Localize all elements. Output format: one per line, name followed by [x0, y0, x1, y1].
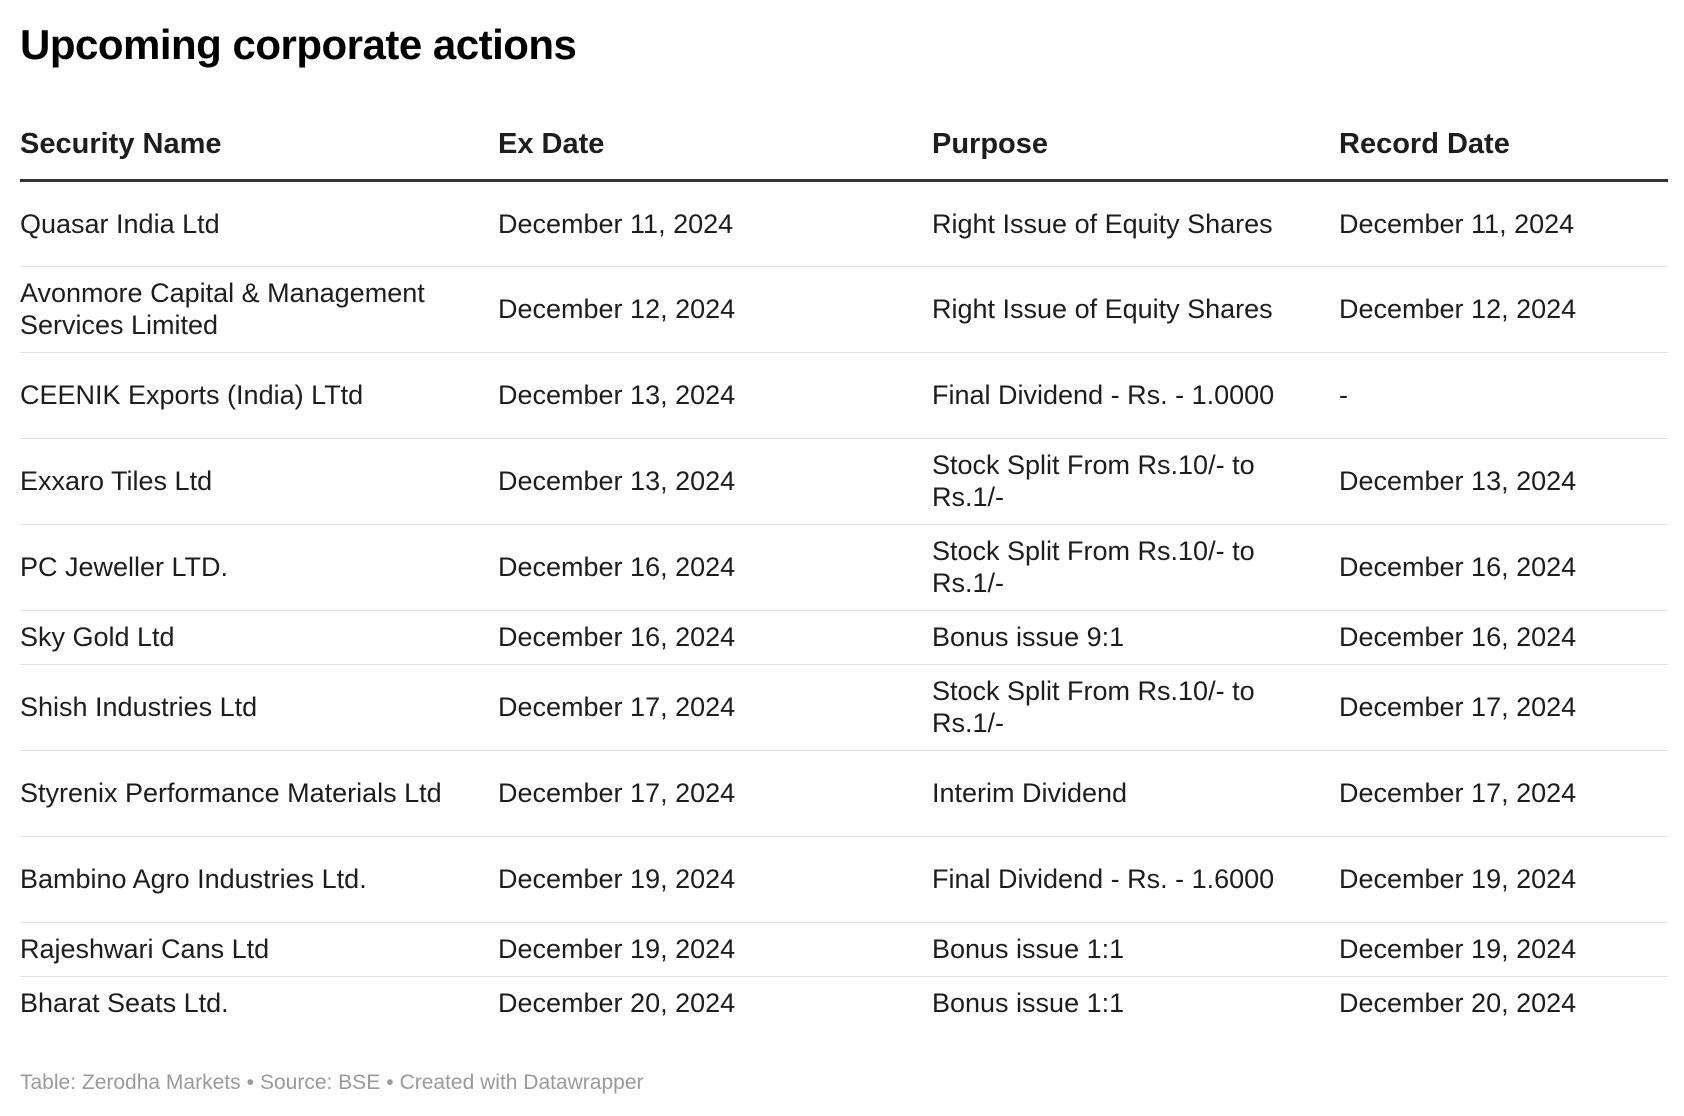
table-row: Bharat Seats Ltd. December 20, 2024 Bonu…: [20, 976, 1668, 1030]
cell-record-date: December 11, 2024: [1339, 180, 1668, 267]
cell-ex-date: December 16, 2024: [498, 524, 932, 611]
cell-purpose: Final Dividend - Rs. - 1.6000: [932, 836, 1339, 923]
cell-record-date: -: [1339, 352, 1668, 439]
table-row: PC Jeweller LTD. December 16, 2024 Stock…: [20, 524, 1668, 611]
table-row: Rajeshwari Cans Ltd December 19, 2024 Bo…: [20, 922, 1668, 977]
cell-ex-date: December 17, 2024: [498, 750, 932, 837]
cell-record-date: December 19, 2024: [1339, 922, 1668, 977]
cell-ex-date: December 13, 2024: [498, 438, 932, 525]
cell-record-date: December 20, 2024: [1339, 988, 1577, 1019]
footer-separator: •: [246, 1071, 254, 1094]
chart-title: Upcoming corporate actions: [20, 21, 577, 68]
table-row: Bambino Agro Industries Ltd. December 19…: [20, 836, 1668, 923]
cell-purpose: Interim Dividend: [932, 750, 1339, 837]
cell-record-date: December 16, 2024: [1339, 524, 1668, 611]
cell-security-name: Sky Gold Ltd: [20, 610, 498, 665]
cell-security-name: Avonmore Capital & Management Services L…: [20, 266, 498, 353]
cell-security-name: Styrenix Performance Materials Ltd: [20, 750, 498, 837]
cell-security-name: PC Jeweller LTD.: [20, 524, 498, 611]
table-row: Styrenix Performance Materials Ltd Decem…: [20, 750, 1668, 837]
column-header-purpose: Purpose: [932, 118, 1339, 182]
cell-ex-date: December 11, 2024: [498, 180, 932, 267]
cell-security-name: Exxaro Tiles Ltd: [20, 438, 498, 525]
table-row: Sky Gold Ltd December 16, 2024 Bonus iss…: [20, 610, 1668, 665]
cell-record-date: December 13, 2024: [1339, 438, 1668, 525]
chart-footer: Table: Zerodha Markets • Source: BSE • Creat…: [20, 1071, 644, 1095]
footer-source: Source: BSE: [259, 1071, 381, 1094]
corporate-actions-table: Security Name Ex Date Purpose Record Dat…: [20, 118, 1668, 1030]
cell-record-date: December 12, 2024: [1339, 266, 1668, 353]
footer-separator: •: [386, 1071, 394, 1094]
cell-record-date: December 17, 2024: [1339, 750, 1668, 837]
cell-purpose: Right Issue of Equity Shares: [932, 180, 1339, 267]
cell-ex-date: December 16, 2024: [498, 610, 932, 665]
cell-purpose: Stock Split From Rs.10/- to Rs.1/-: [932, 524, 1339, 611]
cell-ex-date: December 13, 2024: [498, 352, 932, 439]
table-row: Quasar India Ltd December 11, 2024 Right…: [20, 180, 1668, 267]
column-header-ex-date: Ex Date: [498, 118, 932, 182]
cell-purpose: Bonus issue 1:1: [932, 988, 1125, 1019]
footer-credit: Created with Datawrapper: [399, 1071, 644, 1094]
column-header-record-date: Record Date: [1339, 118, 1668, 182]
table-row: Shish Industries Ltd December 17, 2024 S…: [20, 664, 1668, 751]
table-row: Avonmore Capital & Management Services L…: [20, 266, 1668, 353]
cell-ex-date: December 19, 2024: [498, 836, 932, 923]
cell-ex-date: December 12, 2024: [498, 266, 932, 353]
cell-ex-date: December 19, 2024: [498, 922, 932, 977]
cell-purpose: Stock Split From Rs.10/- to Rs.1/-: [932, 438, 1339, 525]
cell-security-name: Quasar India Ltd: [20, 180, 498, 267]
table-header-row: Security Name Ex Date Purpose Record Dat…: [20, 118, 1668, 182]
table-row: Exxaro Tiles Ltd December 13, 2024 Stock…: [20, 438, 1668, 525]
cell-security-name: Bharat Seats Ltd.: [20, 988, 229, 1019]
cell-security-name: Bambino Agro Industries Ltd.: [20, 836, 498, 923]
cell-security-name: Shish Industries Ltd: [20, 664, 498, 751]
cell-record-date: December 19, 2024: [1339, 836, 1668, 923]
cell-record-date: December 17, 2024: [1339, 664, 1668, 751]
footer-table-label: Table: Zerodha Markets: [20, 1071, 241, 1094]
cell-purpose: Bonus issue 1:1: [932, 922, 1339, 977]
table-row: CEENIK Exports (India) LTtd December 13,…: [20, 352, 1668, 439]
cell-purpose: Bonus issue 9:1: [932, 610, 1339, 665]
cell-purpose: Final Dividend - Rs. - 1.0000: [932, 352, 1339, 439]
cell-ex-date: December 17, 2024: [498, 664, 932, 751]
cell-ex-date: December 20, 2024: [498, 988, 736, 1019]
cell-record-date: December 16, 2024: [1339, 610, 1668, 665]
column-header-security-name: Security Name: [20, 118, 498, 182]
cell-security-name: Rajeshwari Cans Ltd: [20, 922, 498, 977]
cell-purpose: Stock Split From Rs.10/- to Rs.1/-: [932, 664, 1339, 751]
cell-purpose: Right Issue of Equity Shares: [932, 266, 1339, 353]
cell-security-name: CEENIK Exports (India) LTtd: [20, 352, 498, 439]
